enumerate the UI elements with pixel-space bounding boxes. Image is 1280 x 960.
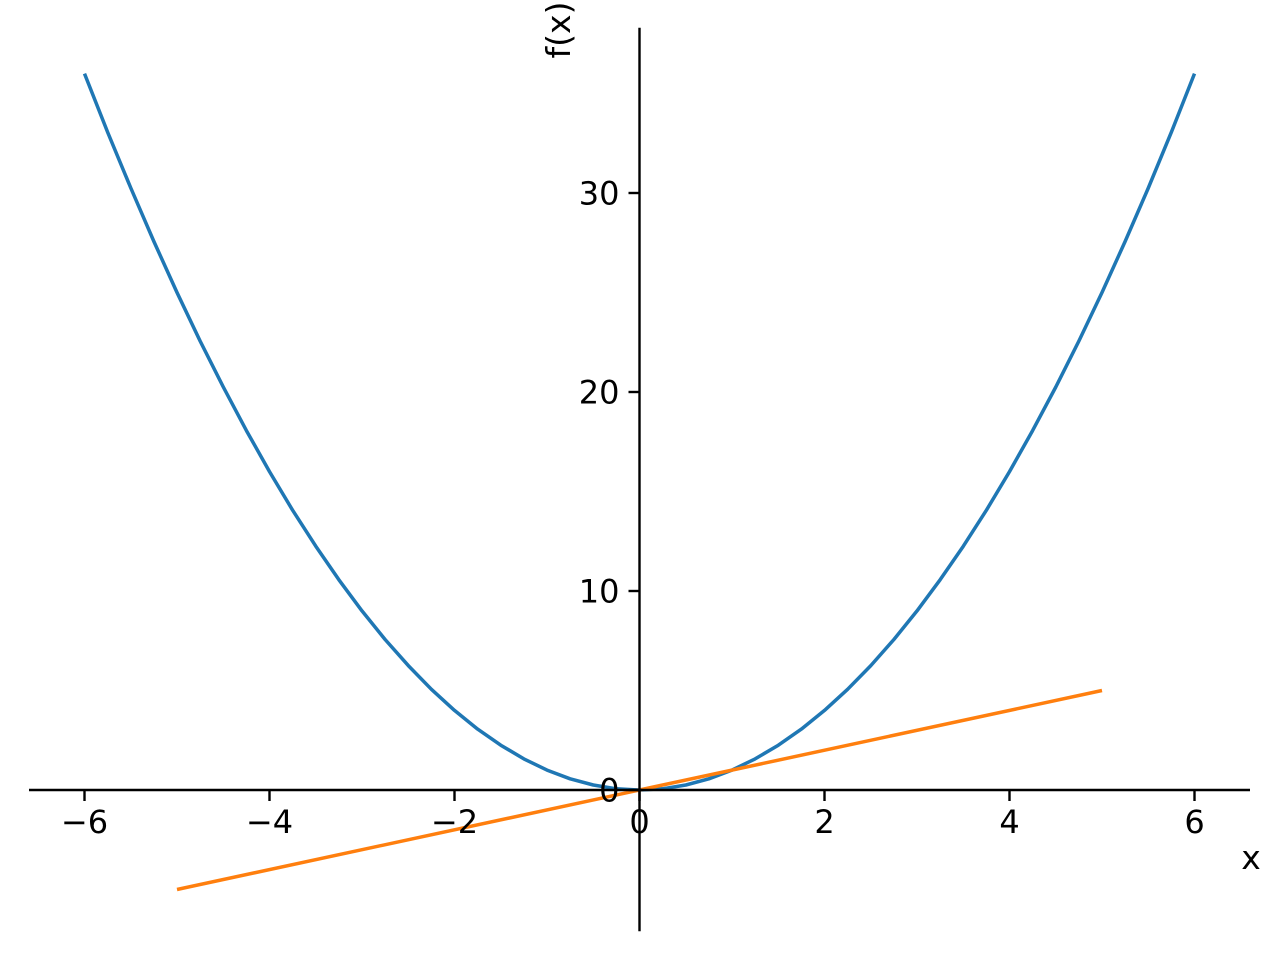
y-tick-label: 30	[579, 175, 620, 213]
x-tick-label: 0	[629, 803, 649, 841]
x-axis-label: x	[1241, 838, 1261, 877]
x-tick-label: −6	[61, 803, 108, 841]
x-tick-label: 2	[814, 803, 834, 841]
x-tick-label: −4	[246, 803, 293, 841]
y-axis-label: f(x)	[539, 2, 578, 59]
x-tick-label: 6	[1184, 803, 1204, 841]
y-tick-label: 20	[579, 374, 620, 412]
x-tick-label: 4	[999, 803, 1019, 841]
y-tick-label: 10	[579, 573, 620, 611]
x-tick-label: −2	[431, 803, 478, 841]
axes-layer: −6 −4 −2 0 2 4 6 0 10 20 30	[29, 27, 1250, 932]
y-tick-label: 0	[599, 772, 619, 810]
